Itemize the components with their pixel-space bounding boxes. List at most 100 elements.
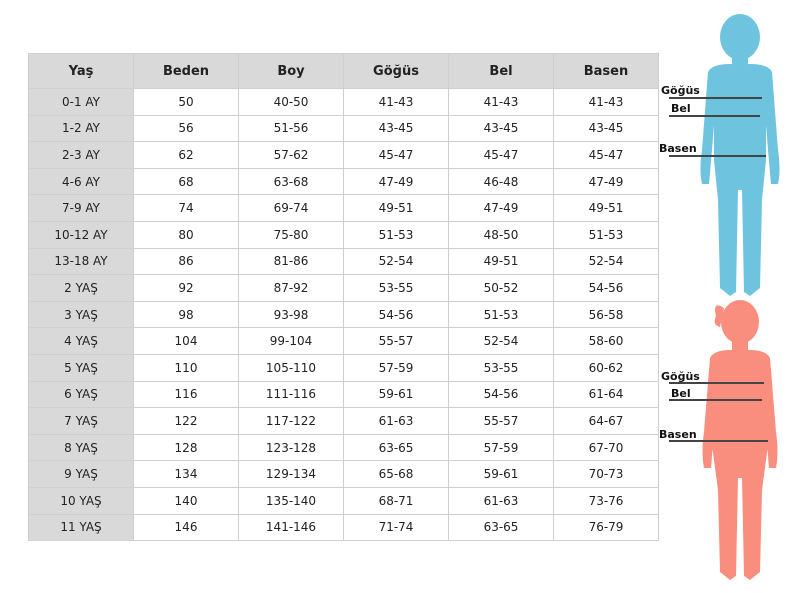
table-cell: 54-56 (553, 274, 659, 302)
table-cell: 93-98 (238, 300, 344, 329)
body-figures: Göğüs Bel Basen Göğüs Bel Basen (659, 14, 780, 580)
table-cell: 104 (133, 327, 239, 355)
table-cell: 55-57 (343, 327, 449, 355)
girl-figure (702, 300, 778, 580)
table-cell: 47-49 (343, 167, 449, 196)
column-header: Beden (133, 53, 239, 89)
table-cell: 86 (133, 247, 239, 276)
table-cell: 52-54 (448, 327, 554, 355)
girl-waist-label: Bel (671, 387, 691, 400)
age-cell: 8 YAŞ (28, 433, 134, 462)
table-cell: 46-48 (448, 167, 554, 196)
table-row: 1-2 AY 56 51-56 43-45 43-45 43-45 (28, 114, 659, 143)
table-cell: 57-59 (343, 353, 449, 382)
table-cell: 51-53 (343, 220, 449, 249)
table-cell: 117-122 (238, 407, 344, 435)
table-row: 5 YAŞ 110 105-110 57-59 53-55 60-62 (28, 353, 659, 382)
table-cell: 73-76 (553, 486, 659, 515)
table-row: 13-18 AY 86 81-86 52-54 49-51 52-54 (28, 247, 659, 276)
table-cell: 45-47 (553, 141, 659, 169)
table-row: 7 YAŞ 122 117-122 61-63 55-57 64-67 (28, 407, 659, 435)
table-cell: 68 (133, 167, 239, 196)
age-cell: 6 YAŞ (28, 380, 134, 409)
age-cell: 9 YAŞ (28, 460, 134, 488)
table-cell: 92 (133, 274, 239, 302)
table-row: 4-6 AY 68 63-68 47-49 46-48 47-49 (28, 167, 659, 196)
column-header: Basen (553, 53, 659, 89)
table-cell: 53-55 (343, 274, 449, 302)
age-cell: 10-12 AY (28, 220, 134, 249)
age-cell: 4 YAŞ (28, 327, 134, 355)
table-cell: 80 (133, 220, 239, 249)
table-cell: 63-65 (448, 513, 554, 542)
table-cell: 122 (133, 407, 239, 435)
table-cell: 47-49 (553, 167, 659, 196)
table-cell: 129-134 (238, 460, 344, 488)
table-cell: 43-45 (343, 114, 449, 143)
measure-lines (669, 97, 768, 442)
table-cell: 51-53 (448, 300, 554, 329)
table-cell: 69-74 (238, 194, 344, 222)
table-row: 7-9 AY 74 69-74 49-51 47-49 49-51 (28, 194, 659, 222)
table-row: 2-3 AY 62 57-62 45-47 45-47 45-47 (28, 141, 659, 169)
table-cell: 63-65 (343, 433, 449, 462)
table-cell: 51-56 (238, 114, 344, 143)
table-row: 4 YAŞ 104 99-104 55-57 52-54 58-60 (28, 327, 659, 355)
table-cell: 71-74 (343, 513, 449, 542)
table-cell: 40-50 (238, 88, 344, 116)
girl-hip-label: Basen (659, 428, 697, 441)
table-cell: 58-60 (553, 327, 659, 355)
girl-chest-label: Göğüs (661, 370, 700, 383)
table-cell: 43-45 (553, 114, 659, 143)
table-cell: 56-58 (553, 300, 659, 329)
boy-figure (700, 14, 780, 296)
table-cell: 75-80 (238, 220, 344, 249)
table-row: 6 YAŞ 116 111-116 59-61 54-56 61-64 (28, 380, 659, 409)
header-row: Yaş Beden Boy Göğüs Bel Basen (28, 53, 659, 89)
table-cell: 87-92 (238, 274, 344, 302)
age-cell: 7 YAŞ (28, 407, 134, 435)
table-cell: 146 (133, 513, 239, 542)
table-cell: 50 (133, 88, 239, 116)
table-cell: 98 (133, 300, 239, 329)
table-cell: 48-50 (448, 220, 554, 249)
table-cell: 116 (133, 380, 239, 409)
table-cell: 51-53 (553, 220, 659, 249)
table-cell: 62 (133, 141, 239, 169)
table-cell: 61-63 (448, 486, 554, 515)
table-cell: 60-62 (553, 353, 659, 382)
table-cell: 105-110 (238, 353, 344, 382)
table-cell: 41-43 (448, 88, 554, 116)
table-cell: 50-52 (448, 274, 554, 302)
age-cell: 0-1 AY (28, 88, 134, 116)
table-cell: 53-55 (448, 353, 554, 382)
age-cell: 2 YAŞ (28, 274, 134, 302)
table-cell: 45-47 (448, 141, 554, 169)
table-cell: 52-54 (553, 247, 659, 276)
table-cell: 41-43 (343, 88, 449, 116)
table-cell: 110 (133, 353, 239, 382)
table-cell: 76-79 (553, 513, 659, 542)
table-cell: 141-146 (238, 513, 344, 542)
column-header: Bel (448, 53, 554, 89)
age-cell: 5 YAŞ (28, 353, 134, 382)
table-cell: 57-59 (448, 433, 554, 462)
table-cell: 63-68 (238, 167, 344, 196)
column-header: Yaş (28, 53, 134, 89)
age-cell: 13-18 AY (28, 247, 134, 276)
table-row: 11 YAŞ 146 141-146 71-74 63-65 76-79 (28, 513, 659, 542)
age-cell: 2-3 AY (28, 141, 134, 169)
table-cell: 59-61 (343, 380, 449, 409)
table-cell: 70-73 (553, 460, 659, 488)
table-cell: 74 (133, 194, 239, 222)
table-cell: 54-56 (343, 300, 449, 329)
table-cell: 43-45 (448, 114, 554, 143)
table-cell: 65-68 (343, 460, 449, 488)
table-cell: 99-104 (238, 327, 344, 355)
table-cell: 61-63 (343, 407, 449, 435)
table-cell: 81-86 (238, 247, 344, 276)
table-cell: 128 (133, 433, 239, 462)
table-cell: 67-70 (553, 433, 659, 462)
table-cell: 47-49 (448, 194, 554, 222)
table-cell: 49-51 (343, 194, 449, 222)
